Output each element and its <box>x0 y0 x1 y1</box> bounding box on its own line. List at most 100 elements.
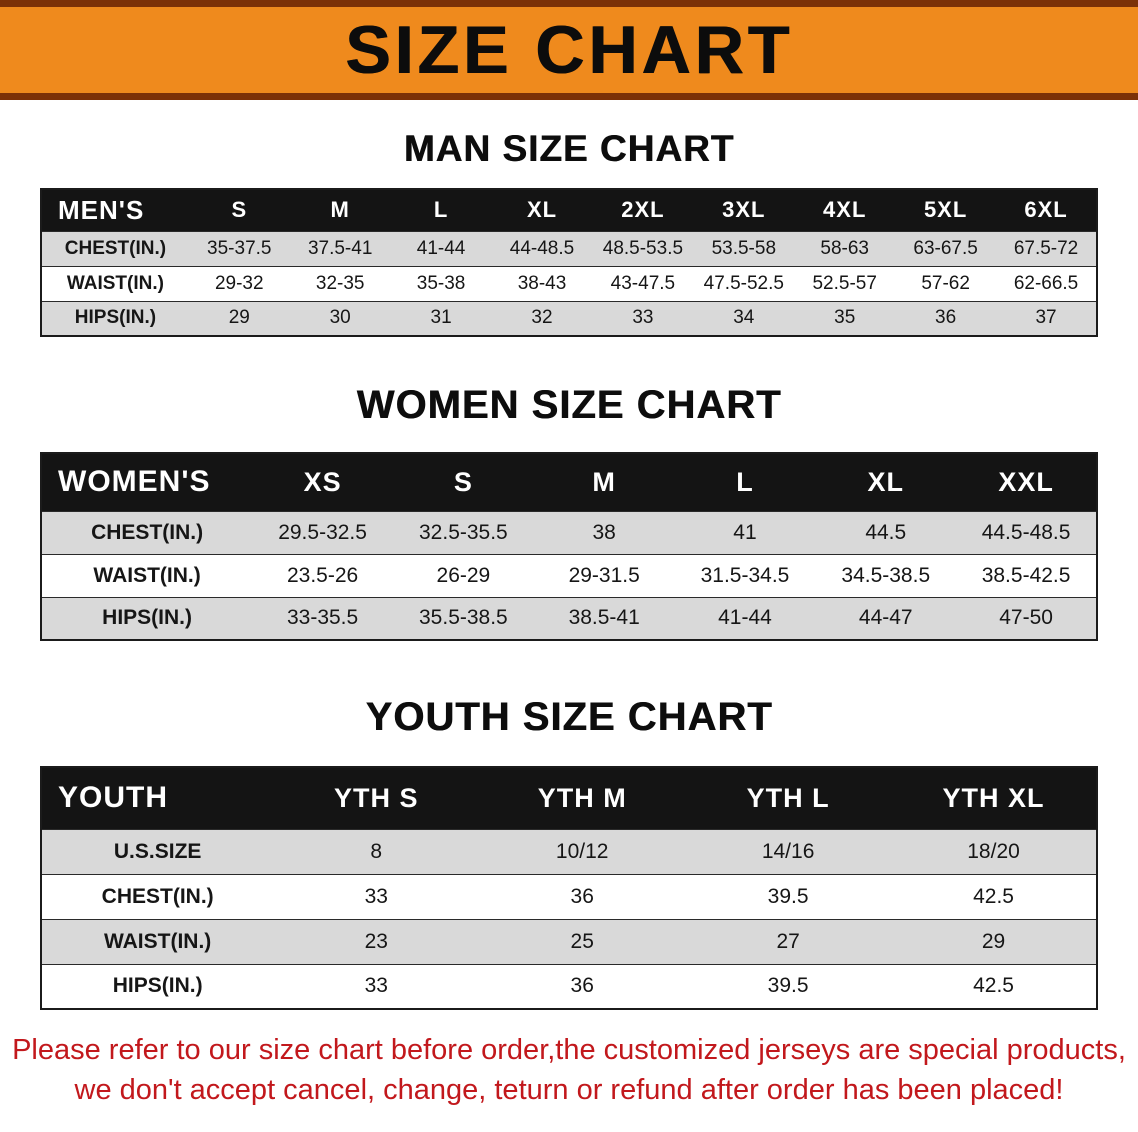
man-size-heading: MAN SIZE CHART <box>403 128 735 169</box>
size-value-cell: 43-47.5 <box>610 272 676 294</box>
table-title-cell: WOMEN'S <box>41 453 253 511</box>
size-value-cell: 29-31.5 <box>568 563 640 587</box>
size-value-cell: 23.5-26 <box>286 563 359 587</box>
size-value-cell: 8 <box>370 839 383 863</box>
footer-notice: Please refer to our size chart before or… <box>0 1030 1138 1110</box>
table-row: U.S.SIZE 8 10/12 14/16 18/20 <box>41 829 1097 874</box>
row-label: WAIST(IN.) <box>93 563 201 587</box>
size-value-cell: 57-62 <box>921 272 970 294</box>
size-value-cell: 29 <box>981 929 1006 953</box>
size-value-cell: 35-38 <box>416 272 466 294</box>
column-header: 2XL <box>592 189 694 231</box>
size-value-cell: 33 <box>632 307 654 329</box>
size-value-cell: 32.5-35.5 <box>419 520 508 544</box>
row-label: HIPS(IN.) <box>102 606 193 630</box>
size-value-cell: 44-48.5 <box>509 237 575 259</box>
row-label: HIPS(IN.) <box>112 974 203 998</box>
size-value-cell: 41 <box>733 520 757 544</box>
column-header: S <box>392 453 534 511</box>
size-value-cell: 33 <box>364 974 388 998</box>
size-value-cell: 36 <box>570 974 594 998</box>
size-value-cell: 36 <box>935 307 957 329</box>
size-value-cell: 42.5 <box>973 974 1014 998</box>
table-row: CHEST(IN.) 29.5-32.5 32.5-35.5 38 41 44.5 44.5… <box>41 511 1097 554</box>
column-header: M <box>533 453 675 511</box>
size-value-cell: 33 <box>364 884 388 908</box>
size-value-cell: 35-37.5 <box>207 237 272 259</box>
header-row: MEN'S S M L XL 2XL 3XL 4XL 5XL 6XL <box>41 189 1097 231</box>
size-value-cell: 38.5-41 <box>568 606 640 630</box>
column-header: YTH S <box>273 767 480 829</box>
size-value-cell: 37.5-41 <box>307 237 373 259</box>
size-value-cell: 34.5-38.5 <box>841 563 931 587</box>
table-row: WAIST(IN.) 29-32 32-35 35-38 38-43 43-47.5 47.… <box>41 266 1097 301</box>
size-value-cell: 38-43 <box>517 272 567 294</box>
women-size-section: WOMEN SIZE CHART WOMEN'S XS S M L XL XXL CHEST(… <box>0 383 1138 641</box>
column-header: YTH L <box>685 767 892 829</box>
size-value-cell: 35.5-38.5 <box>419 606 508 630</box>
size-value-cell: 47-50 <box>999 606 1053 630</box>
page-title: SIZE CHART <box>345 12 793 88</box>
column-header: YTH M <box>479 767 686 829</box>
size-value-cell: 32-35 <box>315 272 365 294</box>
row-label: U.S.SIZE <box>113 839 202 863</box>
size-value-cell: 23 <box>364 929 388 953</box>
column-header: YTH XL <box>891 767 1097 829</box>
size-value-cell: 52.5-57 <box>812 272 877 294</box>
header-row: YOUTH YTH S YTH M YTH L YTH XL <box>41 767 1097 829</box>
size-value-cell: 25 <box>570 929 594 953</box>
table-title-cell: MEN'S <box>41 189 189 231</box>
size-value-cell: 29-32 <box>214 272 264 294</box>
notice-line-1: Please refer to our size chart before or… <box>12 1034 1126 1066</box>
column-header: L <box>674 453 816 511</box>
size-value-cell: 29 <box>228 307 250 329</box>
size-value-cell: 47.5-52.5 <box>703 272 784 294</box>
row-label: CHEST(IN.) <box>91 520 204 544</box>
row-label: WAIST(IN.) <box>66 272 164 294</box>
size-value-cell: 38.5-42.5 <box>981 563 1071 587</box>
column-header: M <box>289 189 391 231</box>
column-header: 6XL <box>996 189 1097 231</box>
column-header: 5XL <box>895 189 997 231</box>
size-value-cell: 42.5 <box>973 884 1014 908</box>
row-label: WAIST(IN.) <box>103 929 212 953</box>
size-value-cell: 32 <box>531 307 553 329</box>
table-title-cell: YOUTH <box>41 767 274 829</box>
size-value-cell: 41-44 <box>718 606 772 630</box>
column-header: XS <box>252 453 393 511</box>
column-header: XXL <box>956 453 1097 511</box>
table-row: CHEST(IN.) 33 36 39.5 42.5 <box>41 874 1097 919</box>
header-row: WOMEN'S XS S M L XL XXL <box>41 453 1097 511</box>
size-value-cell: 44.5 <box>865 520 907 544</box>
man-size-section: MAN SIZE CHART MEN'S S M L XL 2XL 3XL 4XL 5XL 6XL… <box>0 128 1138 337</box>
size-value-cell: 18/20 <box>967 839 1020 863</box>
row-label: HIPS(IN.) <box>74 307 157 329</box>
women-size-table: WOMEN'S XS S M L XL XXL CHEST(IN.) 29.5-32.5 32.5… <box>40 452 1098 641</box>
size-value-cell: 35 <box>834 307 856 329</box>
size-value-cell: 29.5-32.5 <box>278 520 367 544</box>
size-value-cell: 44-47 <box>858 606 913 630</box>
row-label: CHEST(IN.) <box>64 237 167 259</box>
table-row: HIPS(IN.) 33 36 39.5 42.5 <box>41 964 1097 1009</box>
size-value-cell: 53.5-58 <box>711 237 777 259</box>
column-header: S <box>188 189 290 231</box>
size-value-cell: 27 <box>776 929 800 953</box>
youth-size-section: YOUTH SIZE CHART YOUTH YTH S YTH M YTH L YTH… <box>0 695 1138 1010</box>
size-value-cell: 26-29 <box>436 563 491 587</box>
size-value-cell: 31.5-34.5 <box>700 563 790 587</box>
size-value-cell: 62-66.5 <box>1013 272 1079 294</box>
size-value-cell: 63-67.5 <box>913 237 978 259</box>
column-header: XL <box>815 453 957 511</box>
notice-line-2: we don't accept cancel, change, teturn o… <box>74 1074 1064 1107</box>
size-value-cell: 37 <box>1035 307 1057 329</box>
table-row: HIPS(IN.) 33-35.5 35.5-38.5 38.5-41 41-44 44-… <box>41 597 1097 640</box>
table-row: WAIST(IN.) 23 25 27 29 <box>41 919 1097 964</box>
banner: SIZE CHART <box>0 0 1138 100</box>
table-row: WAIST(IN.) 23.5-26 26-29 29-31.5 31.5-34.5 34… <box>41 554 1097 597</box>
size-value-cell: 34 <box>733 307 755 329</box>
size-value-cell: 58-63 <box>820 237 870 259</box>
table-row: HIPS(IN.) 29 30 31 32 33 34 35 36 37 <box>41 301 1097 336</box>
column-header: XL <box>491 189 593 231</box>
women-size-heading: WOMEN SIZE CHART <box>356 383 782 427</box>
column-header: L <box>390 189 492 231</box>
